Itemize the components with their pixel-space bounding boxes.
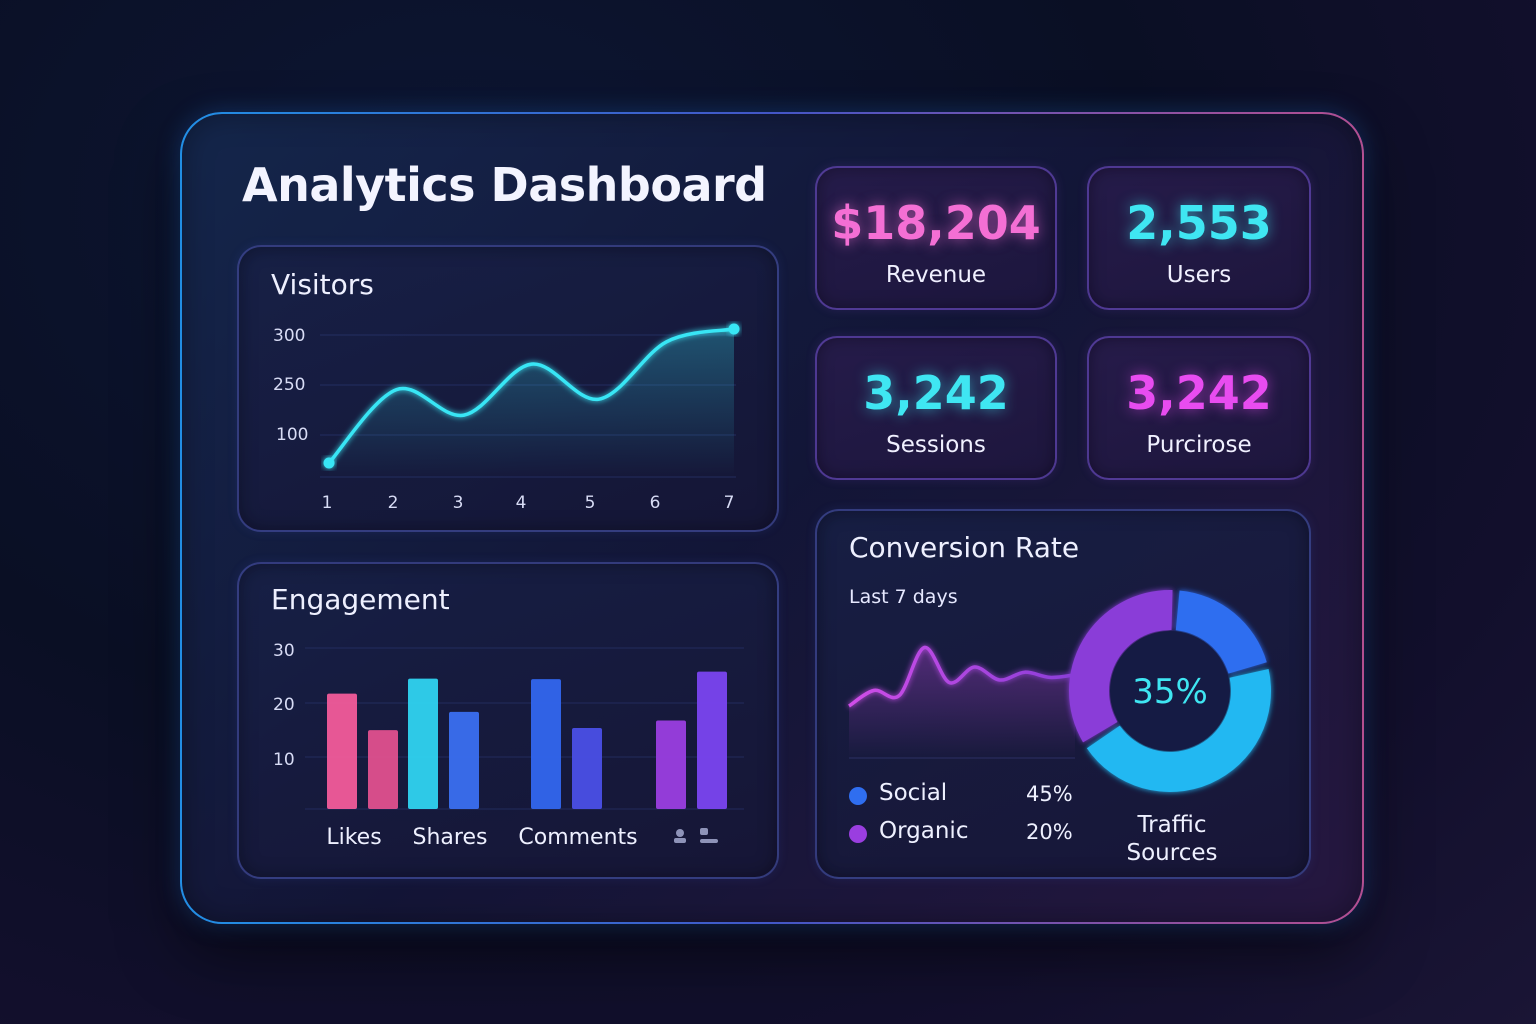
- stat-value: 2,553: [1126, 196, 1272, 250]
- visitors-ytick-1: 250: [273, 375, 306, 395]
- engagement-category-label: Comments: [518, 825, 637, 850]
- engagement-bar: [572, 727, 602, 809]
- engagement-bar: [368, 730, 398, 809]
- stat-label: Users: [1166, 262, 1232, 288]
- legend-dot-social: [849, 787, 867, 805]
- conversion-trend-line: [848, 645, 1076, 708]
- conversion-title: Conversion Rate: [849, 531, 1080, 564]
- visitors-xtick: 1: [322, 493, 333, 513]
- legend-value-social: 45%: [1026, 782, 1073, 806]
- donut-slice: [1175, 590, 1267, 674]
- engagement-title: Engagement: [271, 583, 450, 616]
- stat-label: Revenue: [885, 262, 987, 288]
- stat-card-users[interactable]: 2,553 Users: [1087, 166, 1311, 310]
- visitors-series-line: [327, 327, 735, 465]
- engagement-category-label: Likes: [326, 825, 381, 850]
- engagement-bar: [531, 679, 561, 809]
- visitors-ytick-2: 100: [276, 425, 309, 445]
- visitors-xtick: 6: [650, 493, 661, 513]
- visitors-xtick: 4: [516, 493, 527, 513]
- donut-caption-line1: Traffic: [1137, 812, 1207, 838]
- visitors-title: Visitors: [271, 268, 374, 301]
- stat-card-revenue[interactable]: $18,204 Revenue: [815, 166, 1057, 310]
- stat-value: 3,242: [863, 366, 1009, 420]
- conversion-subtitle: Last 7 days: [849, 586, 958, 608]
- legend-label-social: Social: [879, 780, 948, 806]
- visitors-point-start: [323, 457, 335, 469]
- legend-value-organic: 20%: [1026, 820, 1073, 844]
- visitors-point-end: [728, 323, 740, 335]
- donut-hole: [1110, 631, 1230, 751]
- engagement-ytick: 30: [273, 641, 295, 661]
- stat-card-sessions[interactable]: 3,242 Sessions: [815, 336, 1057, 480]
- donut-slice: [1086, 669, 1271, 792]
- legend-dot-organic: [849, 825, 867, 843]
- person-icon: [673, 828, 687, 844]
- donut-center-label: 35%: [1132, 672, 1208, 712]
- engagement-bar: [656, 720, 686, 809]
- stat-label: Sessions: [886, 432, 986, 458]
- person-icon: [700, 828, 718, 844]
- stat-label: Purcirose: [1146, 432, 1252, 458]
- page-title: Analytics Dashboard: [242, 158, 767, 212]
- visitors-ytick-0: 300: [273, 326, 306, 346]
- engagement-bar: [408, 678, 438, 809]
- legend-label-organic: Organic: [879, 818, 969, 844]
- engagement-ytick: 20: [273, 695, 295, 715]
- stat-value: $18,204: [831, 196, 1041, 250]
- conversion-area: [849, 647, 1075, 758]
- engagement-bar: [697, 671, 727, 809]
- engagement-bar: [327, 693, 357, 809]
- visitors-xtick: 5: [585, 493, 596, 513]
- stat-card-purchase[interactable]: 3,242 Purcirose: [1087, 336, 1311, 480]
- engagement-category-label: Shares: [413, 825, 488, 850]
- visitors-xtick: 3: [453, 493, 464, 513]
- visitors-area: [329, 329, 734, 477]
- donut-slice: [1068, 590, 1173, 743]
- visitors-xtick: 2: [388, 493, 399, 513]
- engagement-bar: [449, 711, 479, 809]
- engagement-ytick: 10: [273, 750, 295, 770]
- stat-value: 3,242: [1126, 366, 1272, 420]
- donut-caption-line2: Sources: [1126, 840, 1218, 866]
- visitors-xtick: 7: [724, 493, 735, 513]
